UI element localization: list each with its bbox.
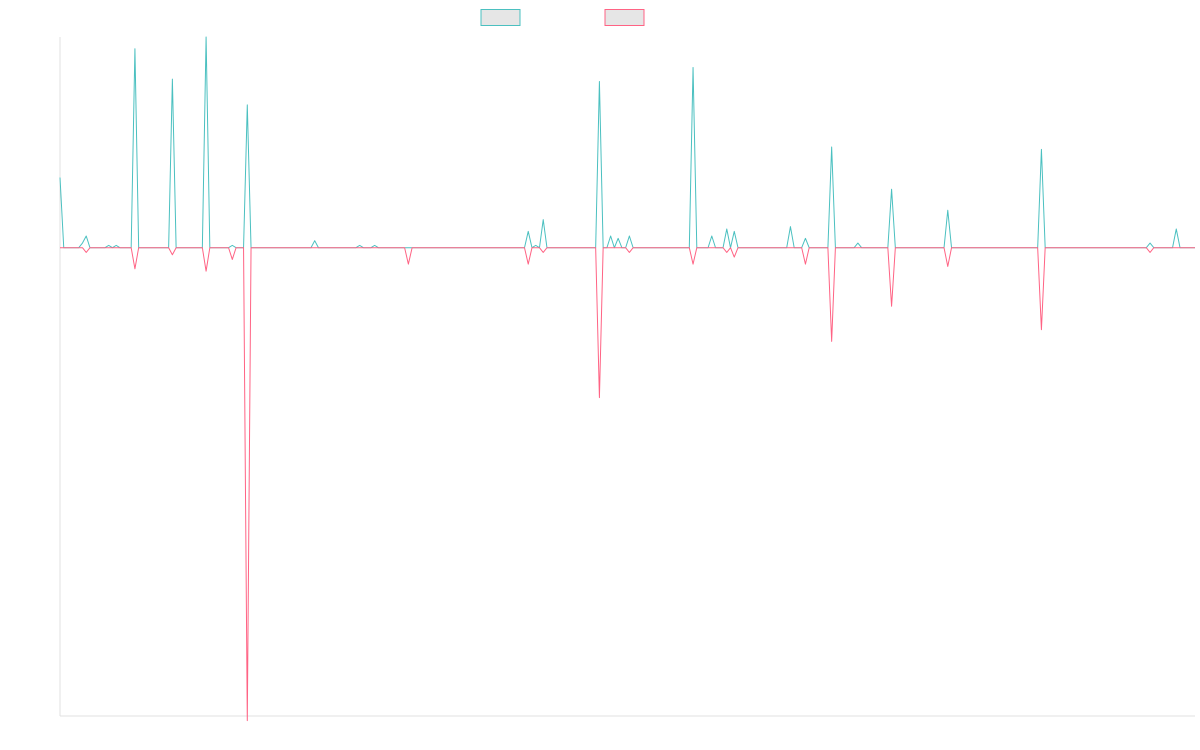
series-line-1 (59, 36, 1195, 249)
legend[interactable] (480, 9, 645, 26)
legend-swatch-1[interactable] (480, 9, 521, 26)
series-line-2 (60, 247, 1195, 722)
legend-swatch-2[interactable] (604, 9, 645, 26)
plot-area (59, 36, 1195, 722)
axes (59, 37, 1195, 717)
